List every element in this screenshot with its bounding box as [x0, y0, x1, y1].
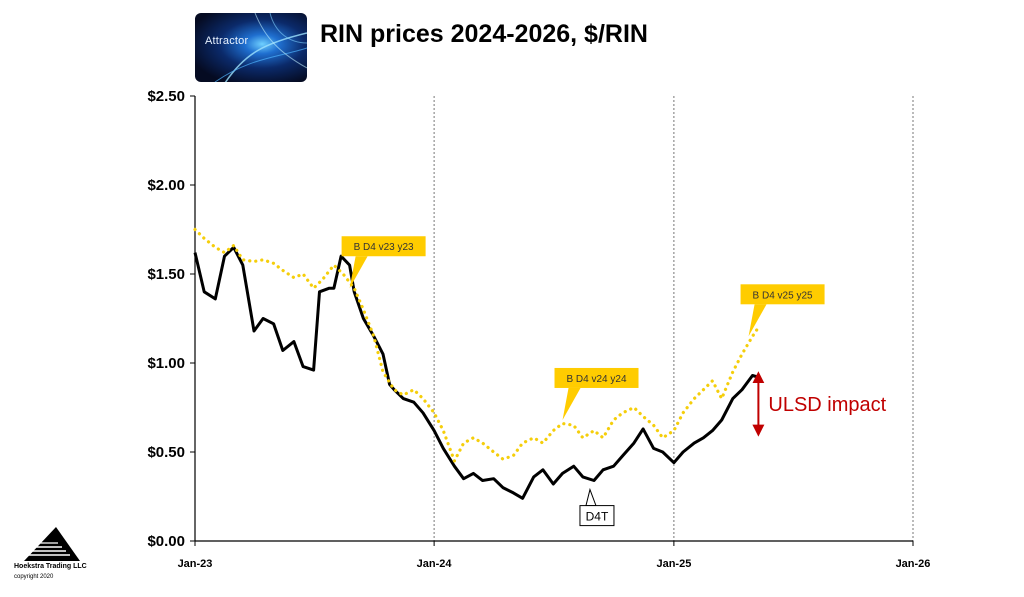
chart-title: RIN prices 2024-2026, $/RIN: [320, 20, 648, 48]
callout-label: B D4 v23 y23: [354, 242, 414, 253]
grid-layer: [433, 96, 914, 541]
callout-b-d4-v24-y24: B D4 v24 y24: [554, 367, 639, 420]
callout-pointer: [748, 304, 767, 337]
axis-layer: $0.00 $0.50 $1.00 $1.50 $2.00 $2.50 Jan-23 Jan-…: [147, 88, 930, 570]
y-tick-label: $2.00: [147, 177, 185, 194]
x-tick-label: Jan-25: [656, 558, 691, 570]
attractor-logo: Attractor: [195, 13, 307, 82]
series-line-d4t: [193, 245, 759, 500]
callout-box: [341, 236, 426, 257]
x-tick-label: Jan-23: [178, 558, 213, 570]
y-tick-label: $1.00: [147, 355, 185, 372]
x-tick-label: Jan-24: [417, 558, 453, 570]
copyright-text: copyright 2020: [14, 574, 54, 580]
ulsd-impact-label: ULSD impact: [768, 394, 886, 416]
callout-box: [740, 284, 825, 305]
callout-b-d4-v25-y25: B D4 v25 y25: [740, 284, 825, 337]
y-tick-label: $0.50: [147, 444, 185, 461]
y-tick-label: $1.50: [147, 266, 185, 283]
callout-box: [579, 505, 615, 527]
callout-label: B D4 v24 y24: [566, 374, 626, 385]
callout-label: D4T: [586, 510, 609, 524]
company-name: Hoekstra Trading LLC: [14, 563, 87, 570]
hoekstra-pyramid-icon: [16, 523, 80, 568]
callout-pointer: [585, 487, 597, 507]
y-tick-label: $0.00: [147, 533, 185, 550]
callout-box: [554, 367, 639, 388]
callout-pointer: [349, 256, 368, 289]
callout-pointer: [562, 387, 581, 420]
callout-b-d4-v23-y23: B D4 v23 y23: [341, 236, 426, 289]
logo-label: Attractor: [205, 35, 249, 47]
ulsd-impact-annotation: ULSD impact: [752, 371, 887, 437]
series-line-futures: [193, 227, 760, 463]
attractor-swirl-icon: [214, 13, 307, 82]
series-layer: [193, 227, 760, 500]
callout-label: B D4 v25 y25: [753, 290, 813, 301]
callout-d4t: D4T: [579, 487, 615, 527]
annotation-layer: B D4 v23 y23 B D4 v24 y24 B D4 v25 y25 D4T U…: [341, 236, 887, 527]
x-tick-label: Jan-26: [896, 558, 931, 570]
y-tick-label: $2.50: [147, 88, 185, 105]
